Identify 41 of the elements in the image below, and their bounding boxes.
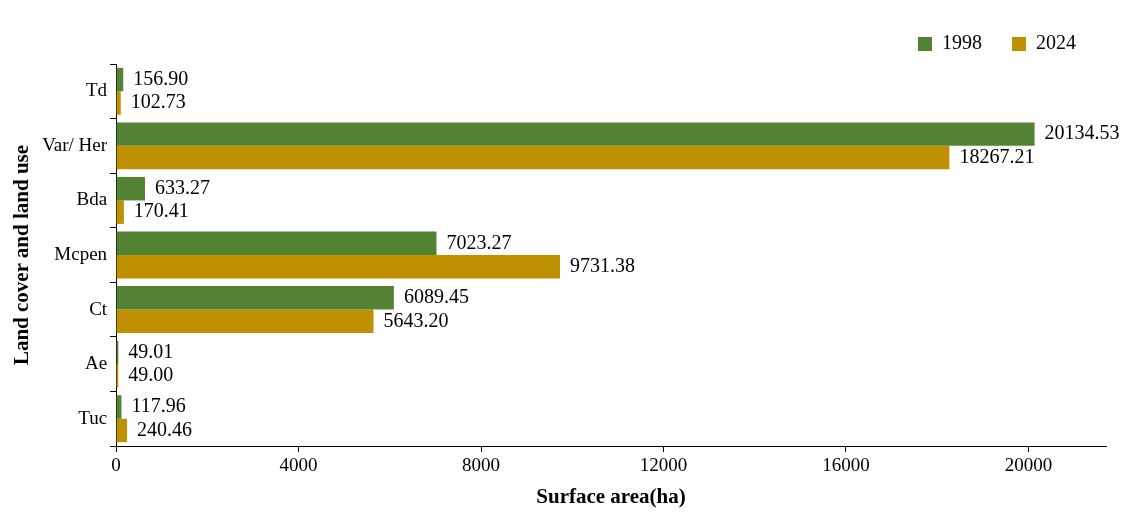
data-label: 117.96	[131, 394, 186, 417]
bar	[116, 418, 128, 443]
x-tick-label: 16000	[822, 454, 870, 476]
y-tick-label: Td	[85, 79, 108, 101]
bar	[116, 145, 950, 170]
data-label: 156.90	[133, 66, 189, 89]
bar	[116, 309, 374, 334]
data-label: 633.27	[154, 175, 210, 198]
data-label: 5643.20	[383, 308, 449, 331]
y-tick-label: Bda	[76, 188, 108, 210]
bar	[116, 255, 561, 279]
y-tick-label: Tuc	[78, 406, 108, 428]
y-tick-label: Mcpen	[54, 242, 108, 264]
x-tick-label: 8000	[462, 454, 501, 476]
data-label: 18267.21	[959, 144, 1035, 167]
data-label: 170.41	[133, 199, 189, 222]
y-tick-label: Ae	[84, 352, 108, 374]
x-tick-label: 0	[111, 454, 121, 476]
data-label: 49.01	[128, 339, 174, 362]
x-tick-label: 12000	[639, 454, 688, 476]
bar	[116, 176, 145, 201]
data-label: 240.46	[137, 417, 193, 440]
data-label: 9731.38	[570, 253, 636, 276]
legend-label: 2024	[1036, 31, 1076, 54]
y-axis-title: Land cover and land use	[9, 144, 34, 366]
data-label: 6089.45	[403, 285, 469, 308]
y-tick-label: Var/ Her	[42, 133, 108, 155]
data-label: 49.00	[128, 363, 174, 386]
bar	[116, 91, 121, 115]
x-tick-label: 4000	[279, 454, 318, 476]
data-label: 7023.27	[446, 230, 512, 253]
bar	[116, 286, 394, 310]
data-label: 20134.53	[1044, 121, 1120, 144]
data-label: 102.73	[130, 90, 186, 113]
y-tick-label: Ct	[89, 297, 108, 319]
x-axis-title: Surface area(ha)	[536, 483, 686, 508]
x-tick-label: 20000	[1004, 454, 1053, 476]
bar	[116, 200, 124, 224]
bar	[116, 122, 1035, 146]
legend-label: 1998	[942, 31, 982, 54]
bar	[116, 231, 437, 255]
